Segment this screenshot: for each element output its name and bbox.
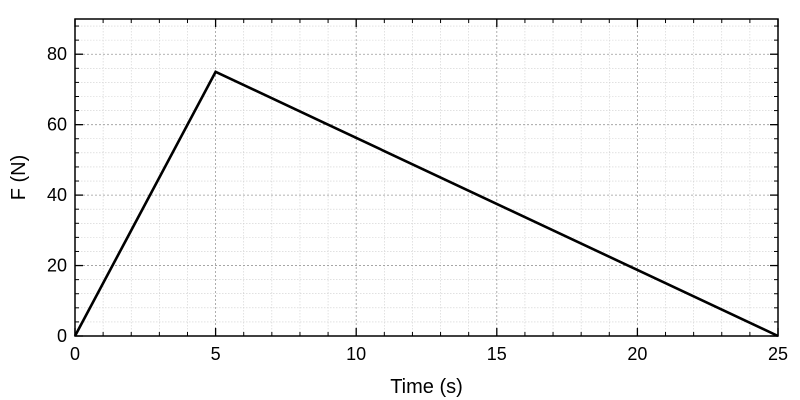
series-layer xyxy=(73,70,779,338)
series-line-0 xyxy=(73,70,779,338)
x-axis-label: Time (s) xyxy=(390,376,463,398)
minor-grid xyxy=(75,19,778,336)
y-axis-label: F (N) xyxy=(8,155,30,201)
y-tick-labels: 0 20 40 60 80 xyxy=(47,44,67,346)
y-tick-label: 20 xyxy=(47,256,67,276)
x-tick-label: 25 xyxy=(768,344,788,364)
x-tick-label: 0 xyxy=(70,344,80,364)
plot-frame xyxy=(74,18,779,337)
y-tick-label: 60 xyxy=(47,115,67,135)
x-tick-label: 20 xyxy=(627,344,647,364)
x-tick-label: 5 xyxy=(211,344,221,364)
tick-marks xyxy=(74,19,779,337)
major-grid xyxy=(75,19,778,336)
y-tick-label: 80 xyxy=(47,44,67,64)
x-tick-labels: 0 5 10 15 20 25 xyxy=(70,344,788,364)
x-tick-label: 15 xyxy=(487,344,507,364)
y-tick-label: 40 xyxy=(47,185,67,205)
y-tick-label: 0 xyxy=(57,326,67,346)
x-tick-label: 10 xyxy=(346,344,366,364)
